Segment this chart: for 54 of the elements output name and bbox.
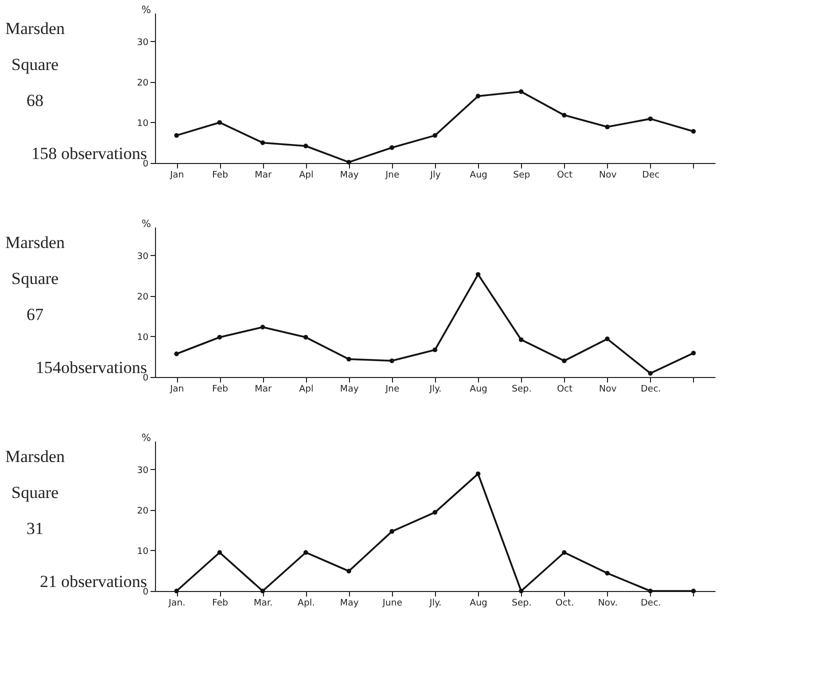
y-tick-label: 20 (137, 506, 149, 516)
x-tick-label: Aug (470, 384, 488, 394)
y-tick-label: 0 (142, 374, 149, 384)
y-tick-label: 10 (137, 332, 149, 343)
x-tick-label: Apl (299, 170, 314, 180)
x-tick-label: May (340, 170, 360, 180)
y-axis-title: % (141, 5, 151, 16)
y-tick-label: 0 (142, 160, 149, 170)
y-tick-label: 30 (137, 252, 149, 262)
x-tick-label: Jne (384, 170, 400, 180)
x-tick-label: Nov (599, 170, 618, 180)
x-tick-label: June (382, 598, 403, 608)
y-tick-label: 0 (142, 588, 149, 598)
x-tick-label: Oct (556, 170, 573, 180)
y-tick-label: 20 (137, 78, 149, 88)
x-tick-label: Jly. (428, 384, 442, 394)
x-tick-label: Jan (169, 170, 184, 180)
text: Marsden Square 31 (5, 447, 66, 538)
x-tick-label: Apl. (298, 598, 315, 608)
y-tick-label: 20 (137, 292, 149, 302)
x-tick-label: Feb (212, 598, 228, 608)
y-tick-label: 10 (137, 546, 149, 557)
x-tick-label: Jne (384, 384, 400, 394)
y-tick-label: 30 (137, 466, 149, 476)
x-tick-label: Apl (299, 384, 314, 394)
text: Marsden Square 68 (5, 19, 66, 110)
x-tick-label: Mar (254, 170, 272, 180)
y-axis-title: % (141, 433, 151, 444)
x-tick-label: Jan. (168, 598, 186, 608)
x-tick-label: Nov (599, 384, 618, 394)
x-tick-label: May (340, 598, 360, 608)
x-tick-label: Jan (169, 384, 184, 394)
x-tick-label: Sep. (512, 598, 532, 608)
x-tick-label: Feb (212, 170, 228, 180)
x-tick-label: Feb (212, 384, 228, 394)
x-tick-label: Mar. (254, 598, 273, 608)
x-tick-label: Jly (429, 170, 442, 180)
y-tick-label: 10 (137, 118, 149, 129)
x-tick-label: Oct (556, 384, 573, 394)
x-tick-label: Nov. (598, 598, 618, 608)
y-tick-label: 30 (137, 38, 149, 48)
x-tick-label: Mar (254, 384, 272, 394)
x-tick-label: Sep. (512, 384, 532, 394)
y-axis-title: % (141, 219, 151, 230)
x-tick-label: Aug (470, 598, 488, 608)
x-tick-label: Jly. (428, 598, 442, 608)
x-tick-label: Dec. (640, 384, 662, 394)
x-tick-label: Dec. (640, 598, 662, 608)
x-tick-label: May (340, 384, 360, 394)
text: Marsden Square 67 (5, 233, 66, 324)
x-tick-label: Aug (470, 170, 488, 180)
x-tick-label: Sep (513, 170, 530, 180)
x-tick-label: Dec (642, 170, 660, 180)
x-tick-label: Oct. (556, 598, 574, 608)
